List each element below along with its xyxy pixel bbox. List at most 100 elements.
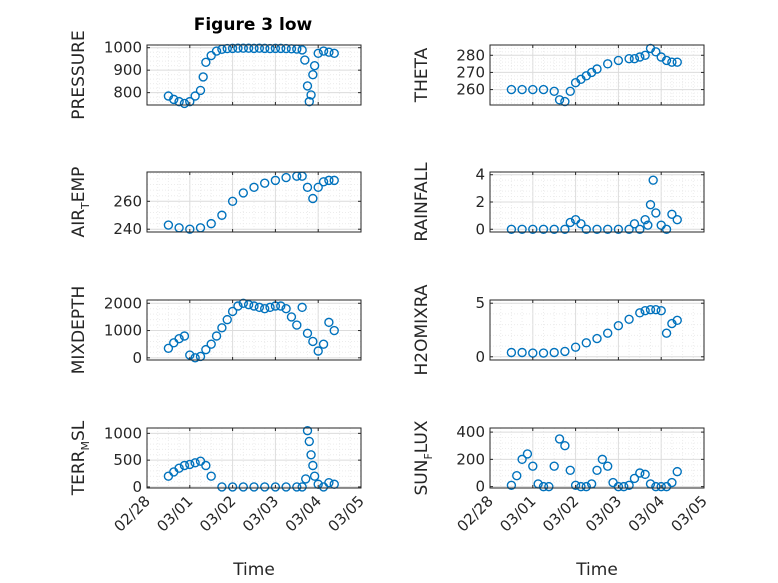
data-point [522, 449, 533, 459]
data-point [667, 57, 677, 67]
data-point [324, 175, 334, 186]
data-point [517, 84, 527, 95]
data-point [640, 50, 650, 60]
data-point [243, 43, 254, 53]
y-axis-label-6: H2OMIXRA [412, 284, 432, 375]
data-point [313, 346, 323, 356]
data-point [329, 48, 339, 59]
data-point [661, 224, 672, 234]
data-point [672, 57, 682, 67]
data-point [227, 43, 238, 54]
data-point [313, 182, 323, 193]
data-point [201, 57, 211, 68]
data-point [640, 215, 650, 225]
data-point [645, 304, 656, 315]
data-point [565, 465, 575, 475]
data-point [302, 425, 313, 436]
data-point [174, 334, 184, 344]
data-point [592, 465, 602, 475]
data-point [538, 481, 549, 492]
x-axis-label: Time [232, 560, 275, 580]
data-point [249, 301, 259, 311]
data-point [613, 321, 624, 331]
data-point [233, 301, 243, 311]
data-point [624, 224, 634, 234]
x-axis-label: Time [575, 560, 618, 580]
data-point [308, 69, 318, 80]
data-point [656, 481, 666, 492]
data-point [528, 84, 538, 95]
data-point [302, 328, 313, 338]
data-point [570, 480, 581, 490]
data-point [222, 314, 232, 325]
data-point [324, 477, 334, 488]
data-point [286, 312, 297, 322]
data-point [302, 182, 313, 193]
subplot-5: 0 1000 2000 MIXDEPTH [69, 286, 362, 374]
data-point [217, 210, 227, 220]
axes-box [489, 427, 705, 489]
y-tick-label: 0 [132, 349, 142, 367]
data-point [640, 469, 650, 480]
series-markers [163, 298, 339, 363]
subplot-4: 0 2 4 RAINFALL [412, 162, 705, 242]
data-point [640, 306, 650, 316]
data-point [206, 471, 216, 481]
data-point [301, 474, 311, 484]
data-point [613, 224, 624, 234]
data-point [667, 209, 677, 219]
data-point [313, 48, 323, 59]
data-point [265, 302, 275, 313]
data-point [554, 434, 565, 444]
data-point [260, 178, 270, 188]
data-point [163, 343, 174, 353]
data-point [661, 328, 672, 338]
data-point [329, 325, 339, 336]
data-point [613, 481, 624, 492]
data-point [304, 96, 314, 107]
data-point [517, 347, 527, 358]
data-point [570, 342, 581, 352]
y-tick-label: 400 [456, 423, 485, 441]
data-point [560, 96, 570, 107]
data-point [581, 338, 591, 348]
series-markers [163, 425, 339, 492]
data-point [506, 480, 517, 490]
data-point [179, 98, 190, 109]
data-point [506, 347, 517, 358]
y-axis-label-8: SUNFLUX [412, 420, 435, 495]
data-point [645, 200, 656, 210]
data-point [603, 461, 613, 471]
data-point [306, 450, 316, 460]
y-tick-label: 240 [113, 220, 142, 238]
data-point [576, 481, 586, 492]
data-point [560, 441, 570, 451]
data-point [506, 84, 517, 95]
data-point [297, 302, 307, 313]
data-point [576, 219, 586, 229]
data-point [306, 90, 316, 100]
data-point [243, 299, 254, 310]
data-point [270, 482, 281, 492]
y-tick-label: 0 [475, 348, 485, 366]
data-point [318, 339, 329, 349]
data-point [163, 220, 174, 230]
data-point [565, 217, 575, 228]
data-point [624, 314, 634, 324]
data-point [300, 55, 310, 65]
data-point [201, 460, 211, 471]
data-point [198, 72, 208, 82]
data-point [297, 45, 307, 55]
data-point [302, 81, 313, 91]
data-point [309, 471, 320, 481]
data-point [565, 86, 575, 96]
axes-box [489, 44, 705, 106]
data-point [324, 47, 334, 57]
y-tick-label: 900 [113, 61, 142, 79]
subplot-3: 240 260 AIRTEMP [69, 167, 362, 238]
data-point [270, 43, 281, 54]
y-tick-label: 1000 [104, 424, 142, 442]
subplot-1: 800 900 1000 PRESSURE [69, 30, 362, 120]
data-point [643, 220, 653, 230]
